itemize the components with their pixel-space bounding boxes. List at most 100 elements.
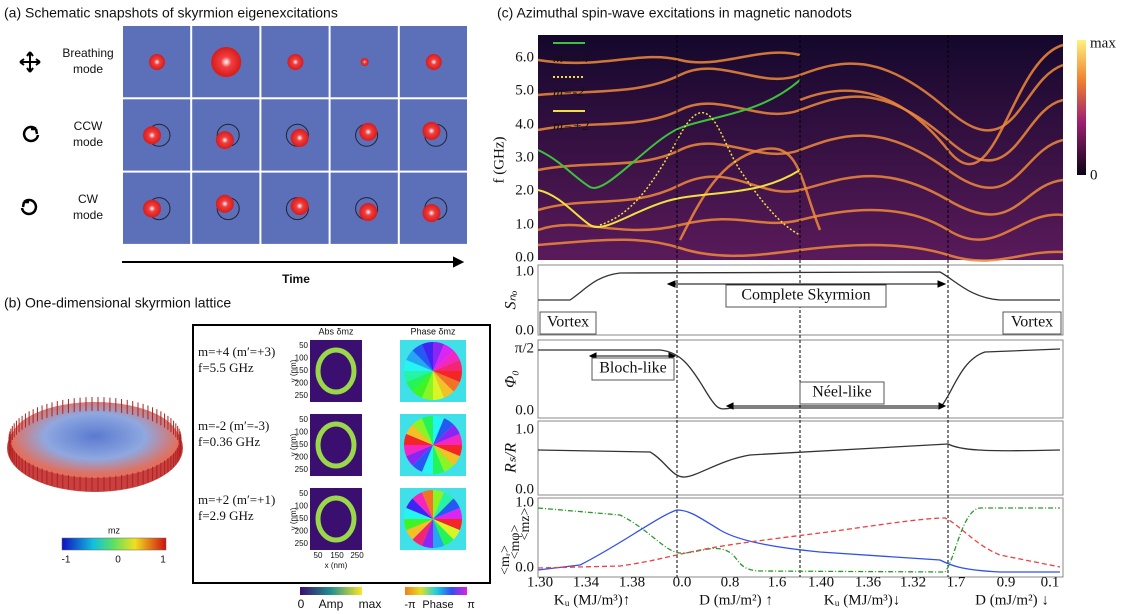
curve [537, 507, 1060, 573]
phase-wedge [433, 519, 454, 546]
axis-label: Sₙₒ [503, 290, 520, 309]
mode-curve [599, 111, 801, 236]
mode-icon [22, 125, 40, 143]
colorbar [1077, 40, 1086, 175]
phase-wedge [404, 433, 433, 445]
legend-label: m=+2 [553, 119, 589, 134]
y-tick-label: 0.0 [515, 559, 534, 575]
y-tick-label: 2.0 [515, 182, 534, 198]
y-tick-label: 150 [295, 440, 309, 449]
mode-label: mode [73, 62, 103, 76]
phase-wedge [433, 342, 445, 371]
curve [538, 271, 1060, 301]
mode-band [678, 147, 822, 241]
y-tick-label: 150 [295, 514, 309, 523]
phase-wedge [433, 445, 460, 466]
colorbar-tick: π [467, 599, 475, 611]
y-tick-label: 200 [295, 379, 309, 388]
colorbar-tick: 0 [115, 555, 121, 566]
axis-label: D (mJ/m²) ↑ [699, 592, 773, 608]
axis-label: Kᵤ (MJ/m³)↑ [554, 592, 631, 608]
phase-wedge [421, 342, 433, 371]
time-arrow [122, 256, 465, 268]
skyrmion [422, 121, 441, 140]
y-tick-label: 0.0 [515, 481, 534, 497]
x-tick-label: 1.36 [855, 574, 882, 590]
phase-wedge [433, 359, 462, 371]
y-tick-label: 100 [295, 354, 309, 363]
phase-wedge [433, 445, 462, 457]
mode-label: m=-2 (m′=-3) [198, 418, 269, 433]
mode-icon [19, 51, 41, 73]
y-tick-label: 6.0 [515, 49, 534, 65]
mode-label: m=+4 (m′=+3) [198, 344, 275, 359]
x-tick-label: 0.9 [997, 574, 1016, 590]
annotation-box [799, 381, 885, 405]
axis-label: Time [282, 272, 310, 286]
mode-label: mode [73, 208, 103, 222]
annotation: Bloch-like [599, 360, 667, 377]
colorbar-tick: Phase [422, 599, 453, 611]
mode-curve [537, 169, 801, 228]
x-tick-label: 50 [314, 551, 323, 560]
column-header: Abs δmz [318, 326, 354, 336]
axis-label: Φ₀ [503, 370, 520, 388]
phase-wedge [406, 445, 433, 466]
annotation-box [591, 357, 675, 381]
colorbar-tick: max [359, 597, 382, 611]
y-tick-label: 50 [299, 415, 308, 424]
phase-wedge [404, 519, 433, 531]
legend-label: m=-2 [553, 85, 584, 100]
abs-ring [315, 347, 357, 395]
panel-title: (b) One-dimensional skyrmion lattice [4, 295, 231, 311]
skyrmion [215, 131, 234, 150]
phase-wedge [404, 359, 433, 371]
curve [537, 517, 1061, 569]
column-header: Phase δmz [410, 326, 456, 336]
annotation-box [1002, 311, 1062, 335]
phase-wedge [433, 344, 454, 371]
y-tick-label: 100 [295, 428, 309, 437]
phase-wedge [433, 507, 462, 519]
y-tick-label: 1.0 [515, 216, 534, 232]
abs-ring [315, 495, 357, 543]
y-tick-label: 200 [295, 527, 309, 536]
axis-label: x (nm) [325, 561, 348, 570]
y-tick-label: 250 [295, 465, 309, 474]
phase-wedge [412, 492, 433, 519]
skyrmion [211, 47, 242, 77]
skyrmion [143, 199, 161, 218]
axis-label: y (nm) [289, 359, 298, 382]
legend-label: m=+4 [553, 51, 589, 66]
phase-wedge [406, 424, 433, 445]
y-tick-label: 200 [295, 453, 309, 462]
x-tick-label: 150 [330, 551, 344, 560]
y-tick-label: 1.0 [515, 421, 534, 437]
phase-wedge [433, 418, 454, 445]
phase-wedge [412, 519, 433, 546]
phase-wedge [421, 371, 433, 400]
x-tick-label: 1.32 [900, 574, 926, 590]
phase-wedge [412, 344, 433, 371]
phase-wedge [412, 418, 433, 445]
axis-label: <mz> [518, 507, 533, 540]
mode-curve [537, 79, 801, 189]
abs-ring [315, 421, 357, 469]
skyrmion [290, 128, 309, 147]
axis-label: D (mJ/m²) ↓ [975, 592, 1049, 608]
colorbar-tick: -1 [62, 555, 71, 566]
phase-wedge [406, 371, 433, 392]
axis-label: y (nm) [289, 433, 298, 456]
skyrmion [359, 122, 378, 141]
mode-band [537, 51, 801, 65]
lattice [11, 402, 179, 478]
y-tick-label: π/2 [515, 340, 534, 356]
phase-wedge [406, 350, 433, 371]
annotation: Vortex [1011, 314, 1053, 331]
phase-wedge [433, 445, 445, 474]
y-tick-label: 4.0 [515, 116, 534, 132]
x-tick-label: 1.40 [808, 574, 834, 590]
phase-wedge [433, 498, 460, 519]
phase-wedge [433, 350, 460, 371]
